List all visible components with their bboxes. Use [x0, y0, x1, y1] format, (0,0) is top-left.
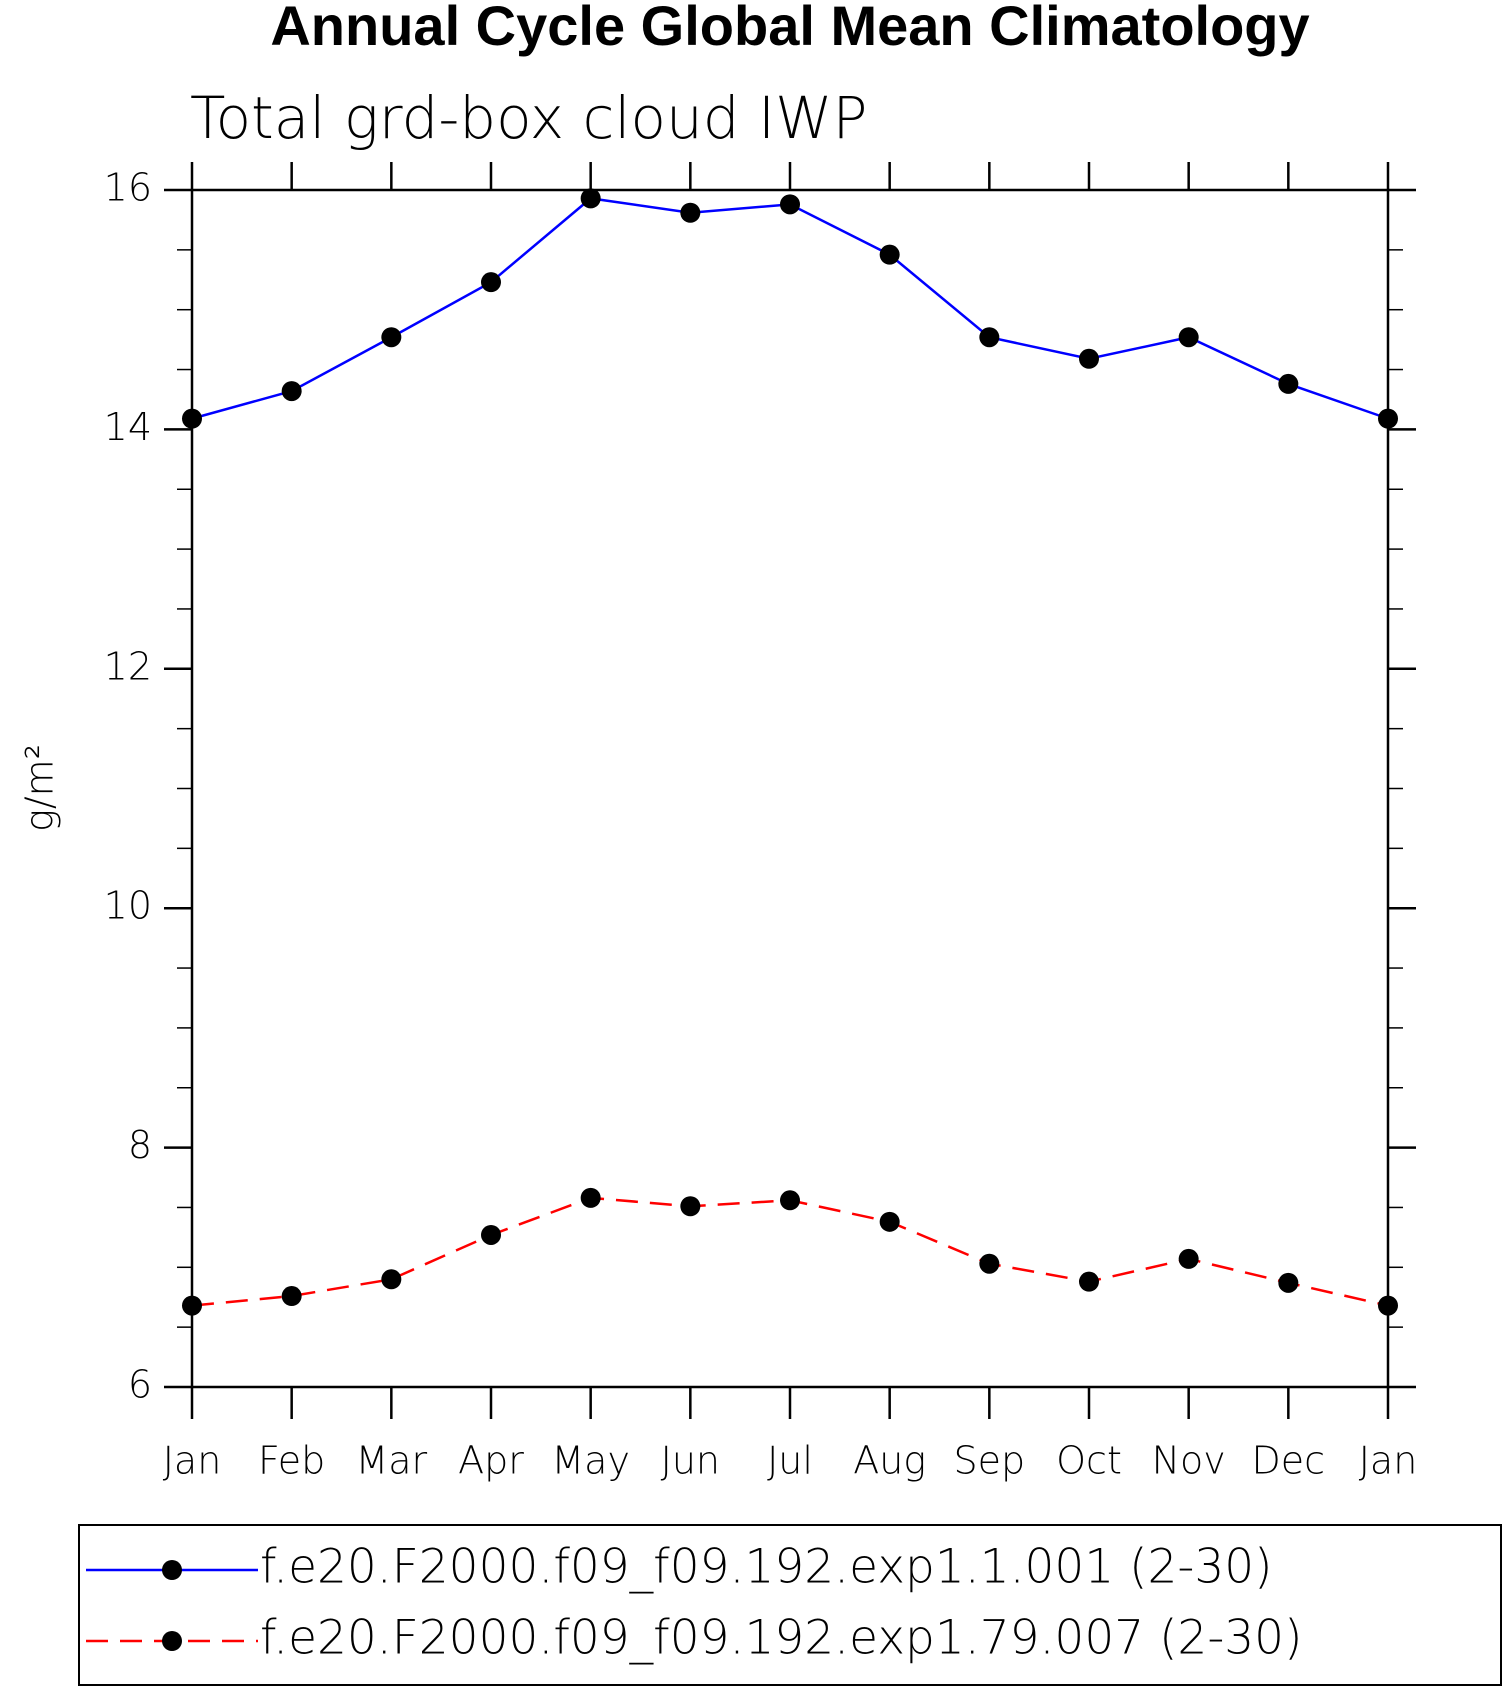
y-tick-label: 10 [104, 884, 152, 928]
x-tick-label: Jan [1359, 1439, 1418, 1483]
data-point [979, 1253, 1000, 1274]
x-tick-label: May [551, 1439, 630, 1483]
data-point [1079, 348, 1099, 369]
y-tick-label: 6 [128, 1363, 152, 1407]
legend-box [78, 1524, 1502, 1686]
data-point [979, 327, 1000, 348]
data-point [182, 408, 202, 429]
data-point [1079, 1271, 1099, 1292]
x-tick-label: Apr [458, 1439, 524, 1483]
series-line [191, 1196, 1389, 1307]
x-tick-label: Oct [1056, 1439, 1122, 1483]
data-point [1278, 1272, 1299, 1293]
data-point [281, 1286, 302, 1307]
legend-label: f.e20.F2000.f09_f09.192.exp1.79.007 (2-3… [260, 1611, 1302, 1666]
data-point [481, 1224, 501, 1245]
data-point [1378, 1295, 1398, 1316]
x-tick-label: Nov [1152, 1439, 1226, 1483]
x-tick-label: Feb [258, 1439, 325, 1483]
data-point [481, 272, 501, 293]
data-point [879, 244, 900, 265]
x-tick-label: Sep [954, 1439, 1026, 1483]
legend-marker [162, 1631, 182, 1651]
data-point [680, 202, 701, 223]
data-point [281, 381, 302, 402]
legend-marker [162, 1560, 182, 1580]
x-tick-label: Jul [767, 1439, 813, 1483]
x-tick-label: Aug [853, 1439, 926, 1483]
y-axis-label: g/m² [18, 744, 62, 832]
chart-subtitle: Total grd-box cloud IWP [190, 84, 867, 152]
data-point [381, 1269, 402, 1290]
x-tick-label: Jun [661, 1439, 720, 1483]
data-point [182, 1295, 202, 1316]
data-point [780, 194, 800, 215]
data-point [680, 1196, 701, 1217]
data-point [1378, 408, 1398, 429]
data-point [580, 1187, 601, 1208]
y-tick-label: 8 [128, 1123, 152, 1167]
data-point [1278, 373, 1299, 394]
legend-label: f.e20.F2000.f09_f09.192.exp1.1.001 (2-30… [260, 1540, 1273, 1595]
y-tick-label: 12 [104, 644, 152, 688]
data-point [381, 327, 402, 348]
data-point [1178, 327, 1199, 348]
x-tick-label: Jan [163, 1439, 222, 1483]
x-tick-label: Mar [355, 1439, 427, 1483]
data-point [879, 1211, 900, 1232]
y-tick-label: 16 [104, 166, 152, 210]
chart-title: Annual Cycle Global Mean Climatology [270, 0, 1309, 57]
data-point [580, 188, 601, 209]
y-tick-label: 14 [104, 405, 152, 449]
series-line [191, 197, 1389, 420]
data-point [1178, 1248, 1199, 1269]
data-point [780, 1190, 800, 1211]
x-tick-label: Dec [1252, 1439, 1326, 1483]
